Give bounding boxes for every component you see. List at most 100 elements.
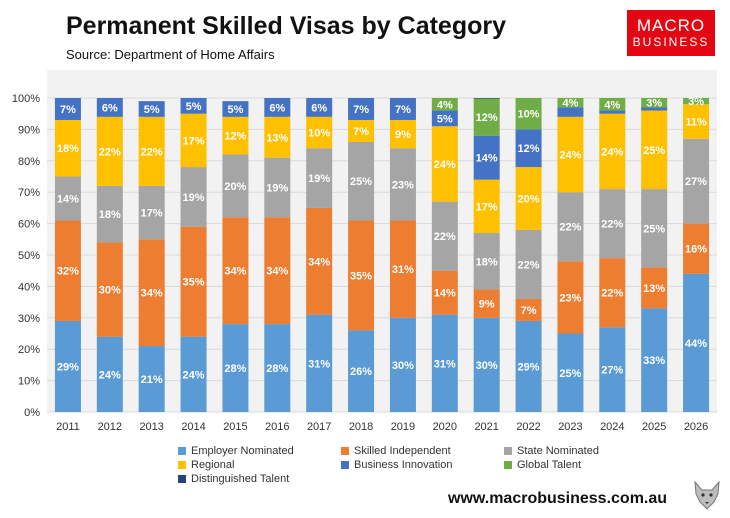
- bar-segment: [473, 233, 500, 290]
- data-label: 33%: [643, 355, 665, 367]
- data-label: 4%: [562, 98, 578, 110]
- data-label: 19%: [266, 182, 288, 194]
- bar-segment: [264, 116, 291, 158]
- bar-stack-2022: 29% 7% 22% 20% 12% 10%: [515, 98, 542, 412]
- bar-segment: [306, 98, 333, 117]
- bar-segment: [222, 101, 249, 117]
- bar-segment: [54, 320, 81, 412]
- data-label: 31%: [392, 264, 414, 276]
- bar-segment: [431, 126, 458, 202]
- x-tick-label: 2021: [474, 421, 498, 433]
- data-label: 16%: [685, 244, 707, 256]
- y-tick-label: 90%: [18, 124, 40, 136]
- legend-item: Business Innovation: [341, 459, 452, 471]
- y-tick-label: 30%: [18, 313, 40, 325]
- bar-segment: [557, 116, 584, 193]
- data-label: 44%: [685, 338, 707, 350]
- x-tick-label: 2013: [139, 421, 163, 433]
- bar-segment: [641, 107, 668, 111]
- data-label: 17%: [183, 135, 205, 147]
- data-label: 22%: [434, 231, 456, 243]
- bar-segment: [138, 346, 165, 412]
- legend-item: Distinguished Talent: [178, 473, 289, 485]
- data-label: 18%: [57, 143, 79, 155]
- bar-segment: [389, 148, 416, 221]
- bar-segment: [222, 154, 249, 218]
- bar-segment: [683, 98, 710, 105]
- x-tick-label: 2018: [349, 421, 373, 433]
- bar-segment: [473, 98, 500, 136]
- x-tick-label: 2015: [223, 421, 247, 433]
- x-tick-label: 2019: [391, 421, 415, 433]
- data-label: 32%: [57, 266, 79, 278]
- bar-segment: [54, 98, 81, 120]
- bar-segment: [515, 129, 542, 168]
- data-label: 22%: [601, 288, 623, 300]
- legend-label: Business Innovation: [354, 459, 453, 471]
- macrobusiness-logo: MACRO BUSINESS: [627, 10, 715, 56]
- x-tick-label: 2014: [181, 421, 205, 433]
- data-label: 25%: [559, 368, 581, 380]
- data-label: 12%: [224, 131, 246, 143]
- bar-segment: [431, 314, 458, 412]
- x-tick-label: 2026: [684, 421, 708, 433]
- bar-segment: [180, 336, 207, 412]
- data-label: 28%: [266, 363, 288, 375]
- bar-segment: [96, 116, 123, 186]
- data-label: 7%: [395, 104, 411, 116]
- bar-segment: [515, 98, 542, 130]
- bar-stack-2012: 24% 30% 18% 22% 6%: [96, 98, 123, 412]
- x-tick-label: 2024: [600, 421, 624, 433]
- bar-segment: [389, 119, 416, 149]
- bar-segment: [431, 270, 458, 315]
- bar-segment: [473, 98, 500, 99]
- x-tick-label: 2025: [642, 421, 666, 433]
- bar-segment: [473, 135, 500, 180]
- data-label: 6%: [269, 102, 285, 114]
- x-tick-label: 2012: [98, 421, 122, 433]
- bar-segment: [54, 220, 81, 321]
- chart-title: Permanent Skilled Visas by Category: [66, 12, 507, 40]
- data-label: 20%: [224, 181, 246, 193]
- data-label: 5%: [186, 101, 202, 113]
- bar-segment: [138, 116, 165, 186]
- legend-label: Employer Nominated: [191, 445, 294, 457]
- bar-segment: [222, 217, 249, 325]
- data-label: 22%: [559, 222, 581, 234]
- data-label: 17%: [141, 208, 163, 220]
- data-label: 13%: [266, 132, 288, 144]
- y-tick-label: 60%: [18, 219, 40, 231]
- bar-segment: [557, 192, 584, 262]
- bar-segment: [348, 98, 375, 120]
- data-label: 26%: [350, 366, 372, 378]
- bar-stack-2019: 30% 31% 23% 9% 7%: [389, 98, 416, 412]
- data-label: 7%: [353, 104, 369, 116]
- data-label: 29%: [518, 361, 540, 373]
- bars: 29% 32% 14% 18% 7% 24% 30% 18% 22% 6% 21% 34% 17% 22%…: [54, 96, 710, 412]
- bar-segment: [306, 314, 333, 412]
- data-label: 31%: [434, 358, 456, 370]
- bar-segment: [599, 327, 626, 412]
- bar-segment: [641, 189, 668, 268]
- y-tick-label: 40%: [18, 281, 40, 293]
- bar-segment: [264, 324, 291, 412]
- bar-segment: [222, 116, 249, 155]
- bar-segment: [683, 223, 710, 274]
- data-label: 24%: [559, 150, 581, 162]
- chart-subtitle: Source: Department of Home Affairs: [66, 47, 275, 62]
- bar-segment: [138, 101, 165, 117]
- data-label: 19%: [183, 192, 205, 204]
- legend-label: State Nominated: [517, 445, 599, 457]
- bar-stack-2024: 27% 22% 22% 24% 4%: [599, 98, 626, 412]
- data-label: 4%: [604, 99, 620, 111]
- legend-label: Distinguished Talent: [191, 473, 290, 485]
- data-label: 28%: [224, 363, 246, 375]
- bar-stack-2015: 28% 34% 20% 12% 5%: [222, 101, 249, 412]
- bar-segment: [264, 217, 291, 325]
- data-label: 3%: [688, 96, 704, 108]
- data-label: 14%: [57, 193, 79, 205]
- y-tick-label: 0%: [24, 407, 40, 419]
- bar-stack-2025: 33% 13% 25% 25% 3%: [641, 98, 668, 412]
- bar-stack-2023: 25% 23% 22% 24% 4%: [557, 98, 584, 412]
- x-tick-label: 2022: [516, 421, 540, 433]
